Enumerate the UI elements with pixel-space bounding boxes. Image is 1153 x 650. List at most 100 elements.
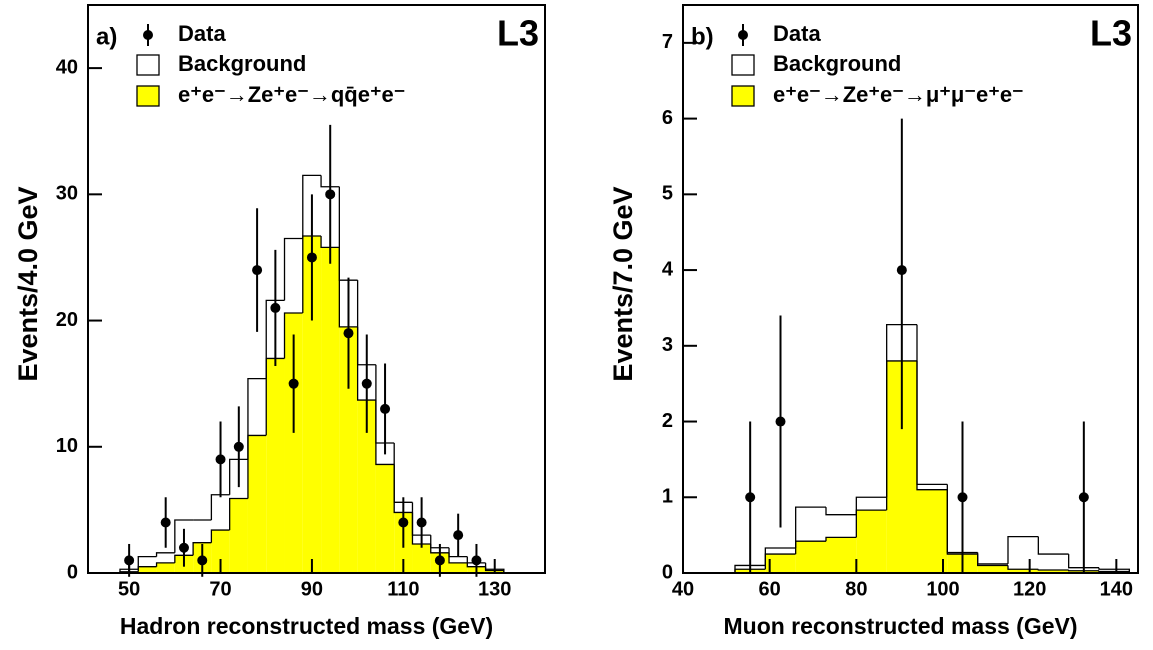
hist-step <box>916 360 948 491</box>
hist-step <box>174 519 194 553</box>
hist-step <box>137 555 157 570</box>
hist-bar <box>247 435 267 573</box>
hist-step <box>886 323 917 498</box>
data-point <box>380 403 391 414</box>
hist-bar <box>156 562 175 573</box>
hist-step <box>1068 569 1099 572</box>
hist-step <box>155 552 175 557</box>
x-tick-label: 90 <box>301 578 323 600</box>
data-point <box>1078 492 1089 503</box>
hist-step <box>1007 535 1039 564</box>
hist-step <box>825 536 857 542</box>
hist-step <box>356 280 376 366</box>
x-tick-label: 120 <box>1013 578 1046 600</box>
hist-step <box>946 484 978 554</box>
hist-step <box>320 175 340 188</box>
y-tick-label: 0 <box>67 561 78 583</box>
x-axis-title: Hadron reconstructed mass (GeV) <box>120 613 493 639</box>
x-tick-label: 50 <box>118 578 140 600</box>
hist-step <box>825 507 857 516</box>
plot-frame <box>87 4 546 574</box>
y-tick-label: 30 <box>56 183 78 205</box>
x-tick-label: 100 <box>926 578 959 600</box>
y-axis-title: Events/7.0 GeV <box>608 186 638 381</box>
hist-step <box>764 547 796 566</box>
data-point <box>775 416 786 427</box>
hist-bar <box>412 543 431 573</box>
hist-bar <box>977 565 1008 573</box>
hist-bar <box>229 498 248 573</box>
hist-step <box>1007 565 1039 570</box>
hist-step <box>430 535 450 549</box>
hist-step <box>375 364 395 444</box>
data-point <box>453 530 464 541</box>
data-point <box>325 189 336 200</box>
legend-label: Background <box>773 51 901 76</box>
hist-step <box>283 312 303 359</box>
hist-bar <box>339 326 358 573</box>
hist-step <box>229 497 248 531</box>
x-tick-label: 60 <box>759 578 781 600</box>
hist-bar <box>1008 569 1039 573</box>
hist-bar <box>357 400 376 573</box>
hist-bar <box>284 312 303 573</box>
data-point <box>343 328 354 339</box>
x-tick-label: 110 <box>387 578 419 600</box>
hist-step <box>210 494 230 520</box>
hist-step <box>466 562 486 568</box>
legend-data-marker <box>738 30 748 40</box>
data-point <box>745 492 756 503</box>
hist-bar <box>1038 569 1069 573</box>
data-point <box>252 265 263 276</box>
hist-step <box>338 186 358 281</box>
hist-step <box>283 237 303 301</box>
hist-step <box>734 564 766 573</box>
experiment-label: L3 <box>497 13 539 54</box>
y-tick-label: 10 <box>56 435 78 457</box>
x-tick-label: 80 <box>845 578 867 600</box>
hist-step <box>265 299 285 379</box>
hist-bar <box>266 358 285 573</box>
y-tick-label: 20 <box>56 309 78 331</box>
legend-swatch <box>731 54 755 76</box>
y-tick-label: 0 <box>662 561 673 583</box>
legend-data-marker <box>143 30 153 40</box>
hist-bar <box>795 541 826 573</box>
hist-step <box>1068 554 1099 569</box>
data-point <box>178 542 189 553</box>
hist-step <box>119 568 139 573</box>
hist-step <box>1037 569 1069 571</box>
data-point <box>896 265 907 276</box>
data-point <box>434 555 445 566</box>
data-point <box>270 302 281 313</box>
data-point <box>233 441 244 452</box>
hist-bar <box>321 247 340 573</box>
y-axis-title: Events/4.0 GeV <box>13 186 43 381</box>
x-tick-label: 40 <box>672 578 694 600</box>
y-tick-label: 6 <box>662 107 673 129</box>
plot-frame <box>682 4 1139 574</box>
data-point <box>471 555 482 566</box>
data-point <box>306 252 317 263</box>
y-tick-label: 5 <box>662 183 673 205</box>
hist-step <box>229 458 248 495</box>
data-point <box>957 492 968 503</box>
y-tick-label: 3 <box>662 334 673 356</box>
x-tick-label: 70 <box>209 578 231 600</box>
hist-step <box>977 552 1008 565</box>
panel: 0 10 20 30 40 50 70 90 110 130 Hadron reconstructe… <box>13 4 546 639</box>
y-tick-label: 4 <box>662 258 674 280</box>
y-tick-label: 2 <box>662 410 673 432</box>
hist-step <box>411 502 431 536</box>
data-point <box>197 555 208 566</box>
y-tick-label: 40 <box>56 56 78 78</box>
data-point <box>361 378 372 389</box>
hist-step <box>210 529 230 543</box>
legend-label: e⁺e⁻→Ze⁺e⁻→μ⁺μ⁻e⁺e⁻ <box>773 82 1024 107</box>
hist-step <box>795 506 826 549</box>
hist-bar <box>765 554 796 573</box>
hist-bar <box>211 530 230 573</box>
legend-label: Background <box>178 51 306 76</box>
y-tick-label: 7 <box>662 31 673 53</box>
